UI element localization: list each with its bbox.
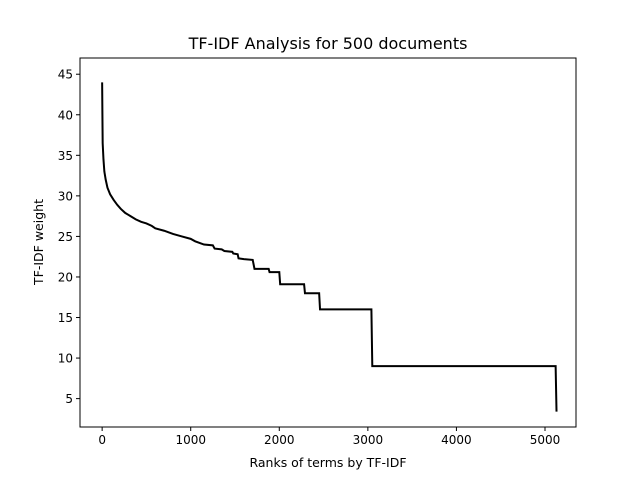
chart-title: TF-IDF Analysis for 500 documents: [188, 34, 468, 53]
y-tick-label: 25: [58, 230, 73, 244]
y-tick-label: 30: [58, 189, 73, 203]
y-tick-label: 10: [58, 352, 73, 366]
x-tick-label: 2000: [264, 433, 295, 447]
x-axis: 0 1000 2000 3000 4000 5000: [98, 427, 560, 447]
y-tick-label: 20: [58, 270, 73, 284]
x-tick-label: 1000: [175, 433, 206, 447]
y-tick-label: 45: [58, 68, 73, 82]
x-tick-label: 5000: [530, 433, 561, 447]
x-tick-label: 3000: [353, 433, 384, 447]
plot-area: [79, 57, 577, 428]
y-tick-label: 40: [58, 108, 73, 122]
y-tick-label: 5: [65, 392, 73, 406]
series-line: [101, 82, 558, 412]
x-tick-label: 4000: [441, 433, 472, 447]
y-tick-label: 15: [58, 311, 73, 325]
x-tick-label: 0: [98, 433, 106, 447]
y-tick-label: 35: [58, 149, 73, 163]
y-axis-label: TF-IDF weight: [31, 199, 46, 286]
y-axis: 5 10 15 20 25 30 35 40 45: [58, 68, 80, 406]
plot-frame: [79, 57, 577, 428]
x-axis-label: Ranks of terms by TF-IDF: [249, 455, 406, 470]
